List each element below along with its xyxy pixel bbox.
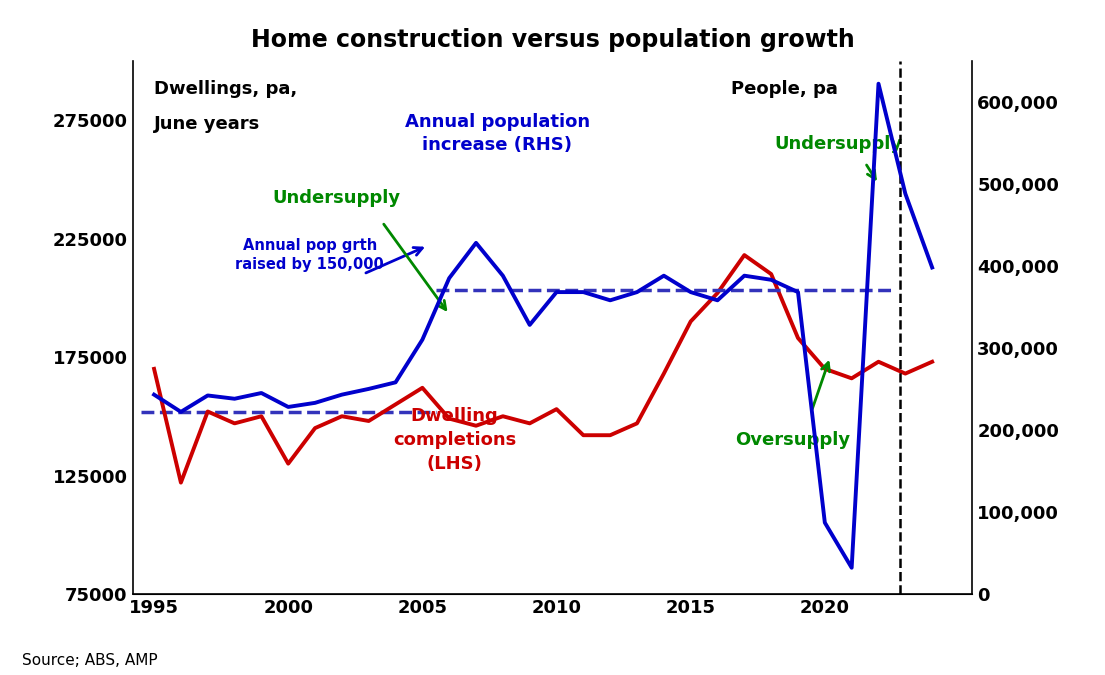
Text: Dwellings, pa,: Dwellings, pa,	[154, 80, 297, 98]
Text: Source; ABS, AMP: Source; ABS, AMP	[22, 653, 158, 668]
Text: Annual pop grth
raised by 150,000: Annual pop grth raised by 150,000	[235, 238, 385, 273]
Text: Oversupply: Oversupply	[735, 431, 850, 449]
Title: Home construction versus population growth: Home construction versus population grow…	[251, 28, 854, 52]
Text: Undersupply: Undersupply	[775, 135, 903, 153]
Text: Dwelling
completions
(LHS): Dwelling completions (LHS)	[393, 407, 516, 472]
Text: Undersupply: Undersupply	[273, 189, 401, 207]
Text: People, pa: People, pa	[730, 80, 838, 98]
Text: Annual population
increase (RHS): Annual population increase (RHS)	[404, 113, 590, 155]
Text: June years: June years	[154, 115, 261, 133]
